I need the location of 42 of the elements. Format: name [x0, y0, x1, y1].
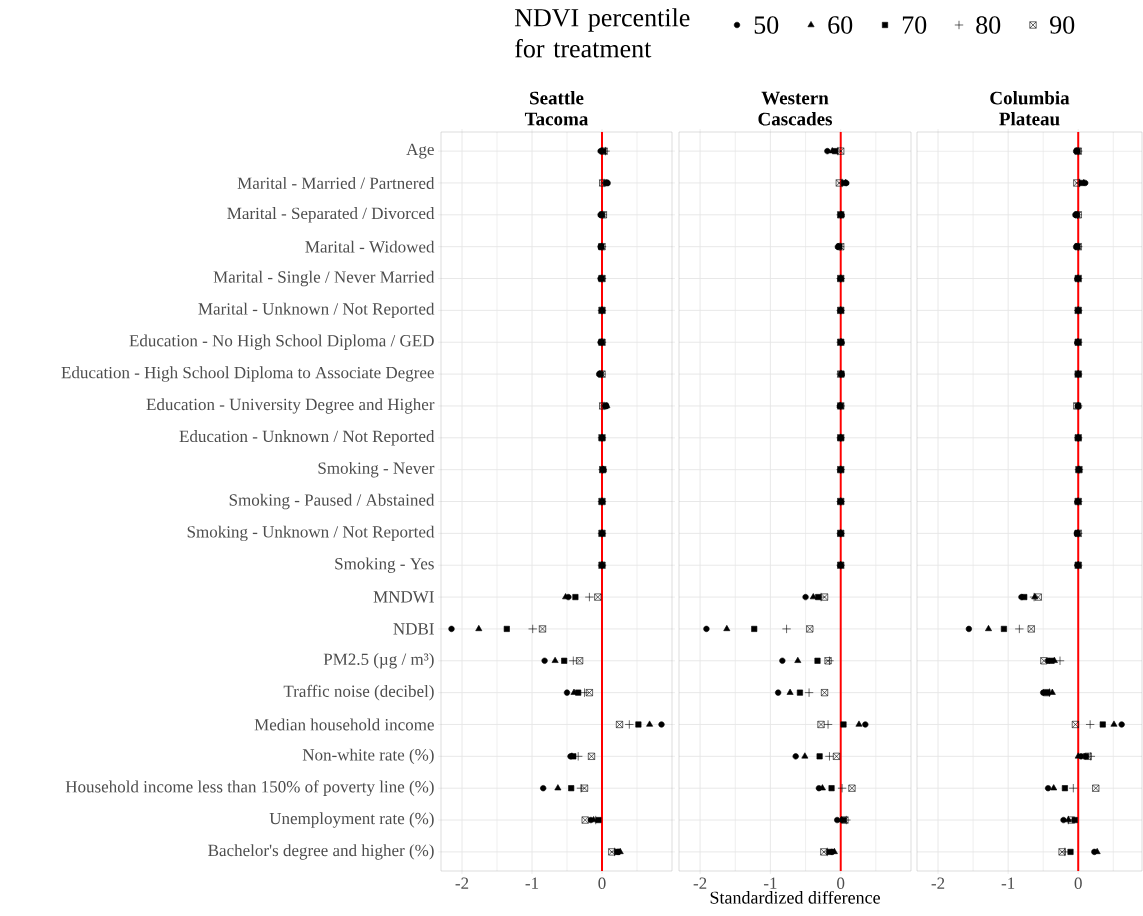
y-tick-label: Marital - Married / Partnered — [237, 176, 435, 189]
y-tick-label: Education - High School Diploma to Associate Degree — [61, 366, 434, 382]
y-tick-label: Median household income — [254, 718, 434, 731]
y-tick-label: Smoking - Paused / Abstained — [229, 493, 435, 510]
y-tick-label: NDBI — [393, 623, 434, 635]
x-tick-label: -2 — [455, 877, 469, 889]
x-tick-label: -2 — [693, 877, 707, 889]
y-tick-label: Marital - Separated / Divorced — [227, 207, 435, 223]
y-tick-label: Smoking - Never — [318, 461, 435, 478]
x-tick-label: 0 — [1074, 877, 1082, 890]
y-tick-label: Education - No High School Diploma / GED — [129, 334, 434, 350]
y-tick-label: Household income less than 150% of poverty line (%) — [65, 780, 434, 797]
y-tick-label: Smoking - Yes — [335, 557, 434, 573]
legend-label: 80 — [976, 16, 1001, 34]
x-tick-label: -2 — [931, 877, 945, 889]
y-tick-label: Bachelor's degree and higher (%) — [208, 844, 434, 860]
y-tick-label: Education - University Degree and Higher — [146, 398, 435, 414]
chart-title: Western Cascades — [758, 91, 833, 126]
legend-label: 60 — [828, 16, 853, 34]
y-tick-label: Marital - Single / Never Married — [213, 270, 435, 287]
y-tick-label: Marital - Widowed — [305, 240, 435, 253]
x-tick-label: -1 — [525, 877, 539, 889]
y-tick-label: PM2.5 (µg / m³) — [323, 653, 434, 669]
legend-label: 70 — [902, 16, 927, 34]
x-tick-label: 0 — [837, 877, 845, 890]
x-tick-label: -1 — [1001, 877, 1015, 889]
y-tick-label: Marital - Unknown / Not Reported — [198, 302, 435, 319]
x-tick-label: 0 — [598, 877, 606, 890]
y-tick-label: Unemployment rate (%) — [269, 812, 434, 828]
chart-title: Seattle Tacoma — [524, 91, 589, 126]
y-tick-label: MNDWI — [373, 591, 434, 603]
y-tick-label: Traffic noise (decibel) — [283, 684, 434, 701]
x-tick-label: -1 — [763, 877, 777, 889]
x-axis-title: Standardized difference — [710, 890, 880, 904]
y-tick-label: Non-white rate (%) — [302, 748, 434, 765]
legend-label: 90 — [1050, 16, 1075, 34]
y-tick-label: Education - Unknown / Not Reported — [179, 430, 435, 446]
y-tick-label: Age — [406, 143, 434, 159]
legend-title: NDVI percentile for treatment — [514, 8, 690, 58]
chart-title: Columbia Plateau — [990, 91, 1070, 126]
legend-label: 50 — [754, 16, 779, 34]
y-tick-label: Smoking - Unknown / Not Reported — [187, 525, 435, 542]
